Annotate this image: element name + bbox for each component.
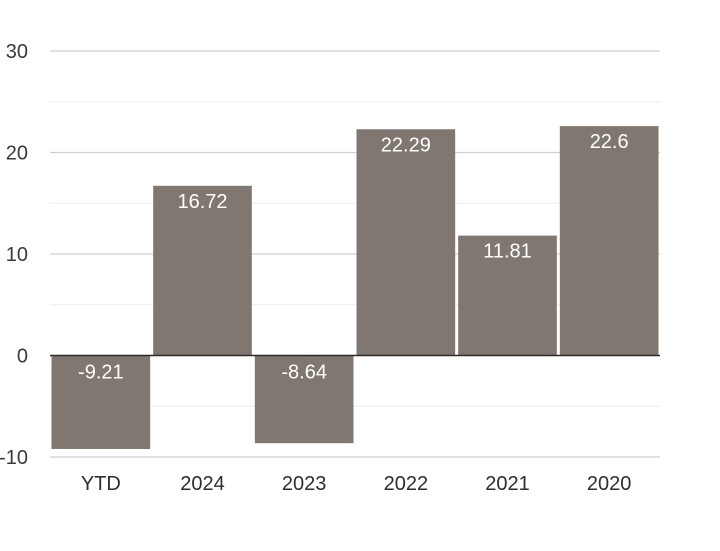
y-tick-label: -10 — [0, 447, 28, 469]
y-tick-label: 10 — [6, 244, 28, 266]
bar-data-labels: -9.21 16.72 -8.64 22.29 11.81 22.6 — [78, 131, 629, 383]
bar-value-label: -9.21 — [78, 362, 124, 384]
bar-value-label: 22.6 — [590, 131, 629, 153]
bar — [356, 129, 456, 356]
bar-value-label: -8.64 — [281, 362, 327, 384]
gridlines — [50, 50, 660, 458]
y-tick-label: 30 — [6, 41, 28, 63]
bar-value-label: 11.81 — [483, 241, 532, 263]
x-axis-categories: YTD 2024 2023 2022 2021 2020 — [81, 473, 632, 495]
y-axis-ticks: -10 0 10 20 30 — [0, 41, 28, 469]
x-category-label: 2024 — [180, 473, 225, 495]
x-category-label: 2021 — [485, 473, 530, 495]
x-category-label: 2023 — [282, 473, 327, 495]
x-category-label: YTD — [81, 473, 121, 495]
x-category-label: 2020 — [587, 473, 632, 495]
y-tick-label: 0 — [17, 346, 28, 368]
bar — [254, 355, 354, 444]
bars — [51, 126, 659, 449]
x-category-label: 2022 — [384, 473, 429, 495]
y-tick-label: 20 — [6, 143, 28, 165]
bar — [458, 235, 557, 356]
bar-value-label: 22.29 — [381, 134, 431, 156]
bar-value-label: 16.72 — [177, 191, 227, 213]
bar — [153, 185, 252, 356]
bar — [51, 355, 151, 449]
bar — [559, 126, 659, 356]
